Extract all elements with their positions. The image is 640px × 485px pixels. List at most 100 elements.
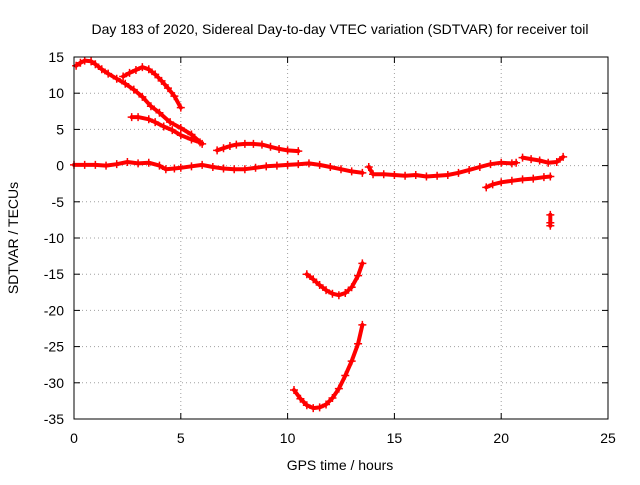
series-arc-4 — [213, 139, 303, 156]
data-point — [422, 172, 431, 181]
data-point — [544, 158, 553, 167]
series-arc-10 — [302, 259, 367, 300]
data-point — [80, 160, 89, 169]
y-tick-label: -10 — [44, 230, 64, 246]
x-tick-label: 15 — [387, 430, 403, 446]
series-arc-9 — [546, 210, 555, 230]
data-point — [266, 142, 275, 151]
series-arc-11 — [290, 320, 367, 413]
data-point — [546, 221, 555, 230]
data-point — [168, 126, 177, 135]
data-point — [334, 291, 343, 300]
data-point — [151, 70, 160, 79]
y-tick-label: 10 — [48, 85, 64, 101]
data-point — [275, 144, 284, 153]
data-point — [347, 283, 356, 292]
series-line — [74, 58, 205, 146]
y-tick-label: -25 — [44, 339, 64, 355]
data-point — [354, 339, 363, 348]
data-point — [296, 394, 305, 403]
y-tick-label: -30 — [44, 375, 64, 391]
data-point — [240, 165, 249, 174]
series-line — [121, 65, 183, 110]
data-point — [187, 135, 196, 144]
data-point — [240, 139, 249, 148]
data-point — [401, 171, 410, 180]
series-arc-5 — [70, 157, 367, 177]
data-point — [249, 139, 258, 148]
data-point — [433, 171, 442, 180]
data-point — [151, 118, 160, 127]
y-axis-label: SDTVAR / TECUs — [5, 182, 21, 294]
data-point — [334, 384, 343, 393]
y-tick-label: -35 — [44, 411, 64, 427]
data-point — [546, 210, 555, 219]
data-point — [138, 92, 147, 101]
data-point — [411, 171, 420, 180]
series-arc-3 — [127, 113, 205, 147]
series-arc-2 — [119, 63, 185, 112]
data-point — [497, 158, 506, 167]
data-point — [112, 160, 121, 169]
data-point — [134, 113, 143, 122]
data-point — [497, 178, 506, 187]
data-point — [176, 131, 185, 140]
grid — [74, 57, 608, 419]
data-point — [322, 400, 331, 409]
data-point — [146, 102, 155, 111]
data-point — [315, 403, 324, 412]
data-point — [507, 176, 516, 185]
data-point — [559, 152, 568, 161]
data-point — [518, 175, 527, 184]
data-point — [309, 275, 318, 284]
data-point — [129, 85, 138, 94]
data-point — [208, 163, 217, 172]
data-point — [529, 174, 538, 183]
data-point — [176, 123, 185, 132]
chart-title: Day 183 of 2020, Sidereal Day-to-day VTE… — [92, 21, 589, 37]
data-point — [475, 163, 484, 172]
data-point — [219, 144, 228, 153]
data-point — [170, 92, 179, 101]
data-point — [187, 162, 196, 171]
data-point — [161, 165, 170, 174]
data-point — [232, 140, 241, 149]
series-arc-6 — [364, 158, 521, 181]
data-point — [315, 281, 324, 290]
data-point — [213, 146, 222, 155]
plot-frame — [73, 56, 609, 420]
data-point — [341, 371, 350, 380]
data-point — [125, 68, 134, 77]
data-point — [219, 164, 228, 173]
data-point — [272, 161, 281, 170]
data-point — [358, 259, 367, 268]
data-point — [97, 65, 106, 74]
data-point — [304, 159, 313, 168]
x-tick-label: 0 — [70, 430, 78, 446]
data-point — [251, 163, 260, 172]
data-point — [328, 289, 337, 298]
data-point — [72, 61, 81, 70]
data-point — [337, 165, 345, 174]
data-point — [159, 122, 168, 131]
series-arc-7 — [482, 172, 555, 192]
data-point — [552, 157, 561, 166]
data-point — [119, 72, 128, 81]
data-point — [112, 74, 121, 83]
data-point — [198, 160, 207, 169]
data-point — [138, 63, 147, 72]
data-point — [358, 320, 367, 329]
data-point — [347, 167, 356, 176]
series-arc-1 — [72, 56, 207, 148]
data-point — [369, 170, 378, 179]
data-point — [91, 60, 100, 69]
data-point — [347, 357, 356, 366]
data-point — [123, 157, 132, 166]
data-point — [163, 84, 172, 93]
data-point — [283, 160, 292, 169]
data-point — [315, 160, 324, 169]
data-point — [257, 140, 266, 149]
x-tick-label: 25 — [600, 430, 616, 446]
y-tick-label: 0 — [56, 158, 64, 174]
data-point — [290, 386, 299, 395]
